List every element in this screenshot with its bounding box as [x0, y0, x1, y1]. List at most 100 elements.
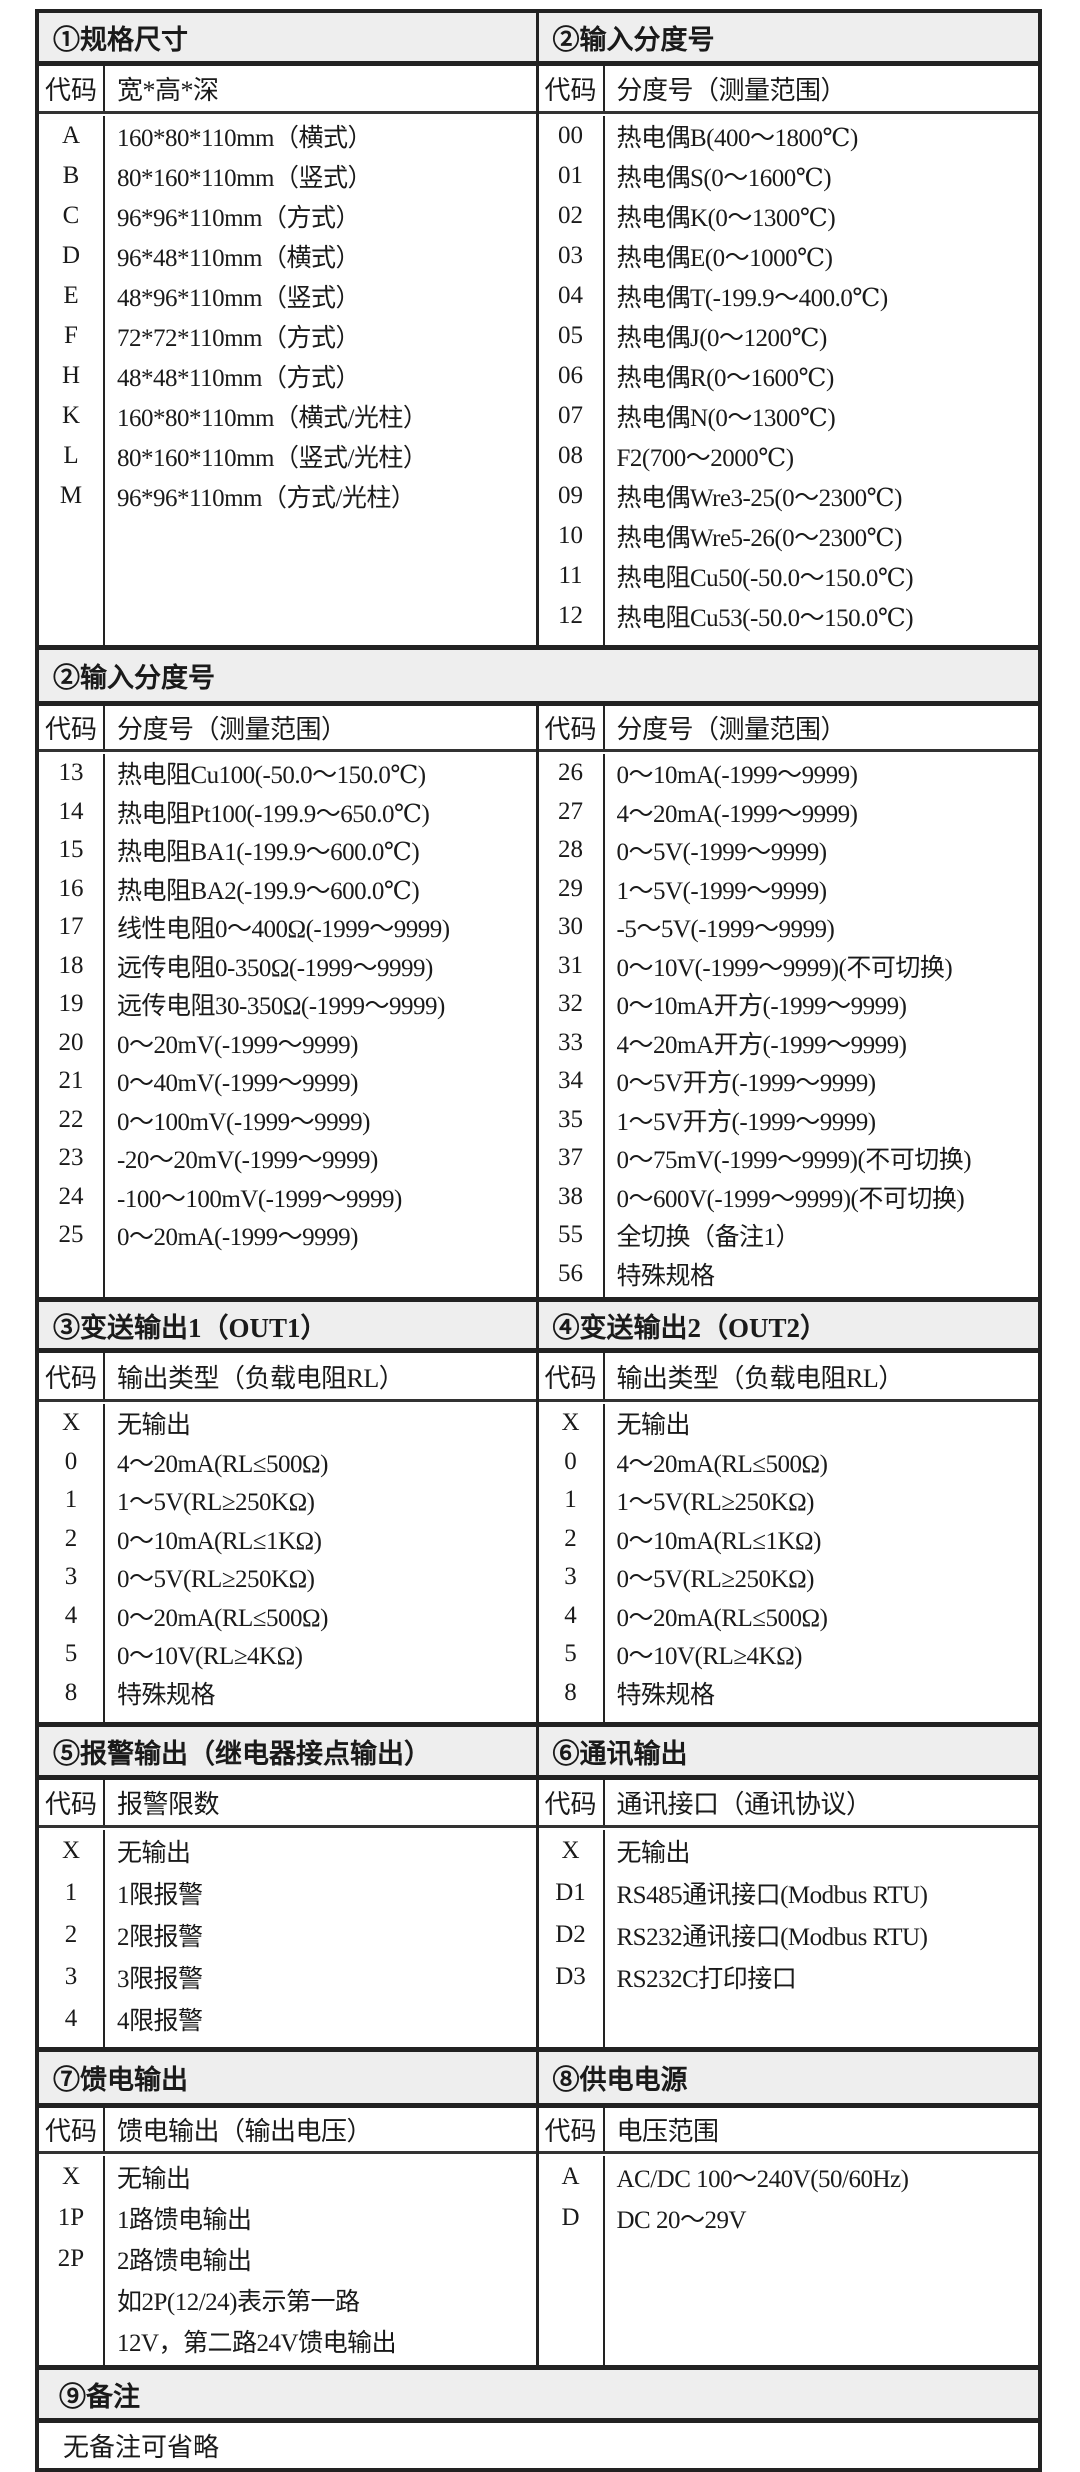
row-code: 2 — [64, 1524, 78, 1552]
row-code: K — [61, 402, 81, 429]
row-description: 热电偶Wre5-26(0～2300℃) — [616, 525, 903, 552]
section-grid: 代码 馈电输出（输出电压） X 1P 2P 无输出 1路馈电输出 2路馈电输出 如2P(12/2… — [39, 2108, 1038, 2365]
row-code: 03 — [558, 242, 583, 269]
row-list: A D AC/DC 100～240V(50/60Hz) DC 20～29V — [539, 2154, 1039, 2365]
row-code: 16 — [58, 874, 84, 902]
description-column: 无输出 RS485通讯接口(Modbus RTU) RS232通讯接口(Modbus… — [605, 1830, 1039, 2047]
row-description: 80*160*110mm（竖式/光柱） — [117, 445, 428, 472]
row-description: 热电偶N(0～1300℃) — [616, 405, 836, 432]
code-header: 代码 — [39, 706, 105, 749]
row-description: 0～20mA(RL≤500Ω) — [117, 1604, 328, 1632]
row-list: X 1P 2P 无输出 1路馈电输出 2路馈电输出 如2P(12/24)表示第一路 12V，第… — [39, 2154, 536, 2365]
row-description: 热电偶J(0～1200℃) — [616, 325, 828, 352]
table-body-columns: 26 27 28 29 30 31 32 33 34 35 37 38 55 56 0～10mA(-1999… — [539, 754, 1039, 1297]
row-description: 1～5V(-1999～9999) — [616, 877, 828, 905]
row-code: M — [59, 482, 83, 509]
row-list: 00 01 02 03 04 05 06 07 08 09 10 11 12 热电偶B(400～1800℃… — [539, 114, 1039, 645]
row-code: E — [63, 282, 79, 309]
code-header: 代码 — [539, 1353, 605, 1399]
description-column: 0～10mA(-1999～9999) 4～20mA(-1999～9999) 0～5V… — [605, 754, 1039, 1297]
row-code: B — [62, 162, 80, 189]
row-code: 1 — [64, 1879, 78, 1906]
row-code: 18 — [58, 951, 84, 979]
row-code: 11 — [558, 562, 583, 589]
row-description: 80*160*110mm（竖式） — [117, 165, 372, 192]
row-description: 2路馈电输出 — [117, 2247, 252, 2275]
code-header: 代码 — [39, 2108, 105, 2151]
column-right: 代码 分度号（测量范围） 26 27 28 29 30 31 32 33 34 35 37 38 55 56 0… — [538, 706, 1039, 1297]
row-description: 热电阻Cu53(-50.0～150.0℃) — [616, 605, 914, 632]
row-description: 0～5V(RL≥250KΩ) — [117, 1566, 315, 1594]
row-description: 无输出 — [117, 2165, 191, 2193]
code-header: 代码 — [539, 66, 605, 111]
description-header: 分度号（测量范围） — [616, 715, 847, 744]
row-code: 0 — [64, 1447, 78, 1475]
section-grid: 代码 分度号（测量范围） 13 14 15 16 17 18 19 20 21 22 23 24 25 热电阻… — [39, 706, 1038, 1297]
column-header: 代码 宽*高*深 — [39, 66, 536, 114]
notes-body: 无备注可省略 — [63, 2433, 220, 2462]
row-description: 3限报警 — [117, 1966, 203, 1993]
row-description: 全切换（备注1） — [616, 1224, 801, 1252]
row-code: 56 — [558, 1259, 583, 1287]
table-body-columns: 13 14 15 16 17 18 19 20 21 22 23 24 25 热电阻Cu100(-50.0… — [39, 754, 536, 1297]
description-column: AC/DC 100～240V(50/60Hz) DC 20～29V — [605, 2156, 1039, 2365]
section-title-right: ②输入分度号 — [552, 24, 715, 55]
column-header: 代码 分度号（测量范围） — [538, 66, 1038, 114]
code-header: 代码 — [39, 1353, 105, 1399]
row-code: C — [62, 202, 80, 229]
section-title-left: ①规格尺寸 — [39, 13, 539, 61]
row-code: 4 — [64, 2005, 78, 2032]
row-code: 25 — [58, 1221, 84, 1249]
row-description: 1～5V开方(-1999～9999) — [616, 1108, 877, 1136]
row-list: X 0 1 2 3 4 5 8 无输出 4～20mA(RL≤500Ω) 1～5V(RL≥250KΩ)… — [39, 1402, 536, 1722]
row-description: 1～5V(RL≥250KΩ) — [616, 1489, 815, 1517]
code-header: 代码 — [39, 66, 105, 111]
row-description: 无输出 — [117, 1840, 191, 1867]
code-header: 代码 — [539, 706, 605, 749]
row-code: 00 — [558, 122, 583, 149]
section-title-right: ④变送输出2（OUT2） — [552, 1312, 828, 1343]
code-header: 代码 — [539, 1780, 605, 1825]
table-body-columns: X 0 1 2 3 4 5 8 无输出 4～20mA(RL≤500Ω) 1～5V(RL≥250KΩ)… — [539, 1404, 1039, 1722]
section-title-right: ⑥通讯输出 — [552, 1738, 688, 1769]
row-code: 5 — [64, 1640, 78, 1668]
row-code: 05 — [558, 322, 583, 349]
row-code: 27 — [558, 797, 583, 825]
description-header: 通讯接口（通讯协议） — [616, 1790, 873, 1819]
column-left: 代码 分度号（测量范围） 13 14 15 16 17 18 19 20 21 22 23 24 25 热电阻… — [39, 706, 539, 1297]
row-list: 26 27 28 29 30 31 32 33 34 35 37 38 55 56 0～10mA(-1999… — [539, 752, 1039, 1297]
row-description: -5～5V(-1999～9999) — [616, 916, 835, 944]
row-description: RS485通讯接口(Modbus RTU) — [616, 1882, 928, 1909]
row-description: 热电阻BA1(-199.9～600.0℃) — [117, 839, 420, 867]
row-code: 07 — [558, 402, 583, 429]
table-body-columns: X 1 2 3 4 无输出 1限报警 2限报警 3限报警 4限报警 — [39, 1830, 536, 2047]
code-column: X 0 1 2 3 4 5 8 — [39, 1404, 105, 1722]
row-description: 热电阻BA2(-199.9～600.0℃) — [117, 877, 420, 905]
section-2: ②输入分度号 代码 分度号（测量范围） 13 14 15 16 17 18 19 20 21 22 23 2… — [39, 645, 1038, 1297]
row-description: 0～5V开方(-1999～9999) — [616, 1070, 877, 1098]
row-code: 13 — [58, 759, 84, 787]
row-description: 特殊规格 — [616, 1262, 716, 1290]
row-code: 17 — [58, 913, 84, 941]
row-code: D — [61, 242, 81, 269]
row-description: 1～5V(RL≥250KΩ) — [117, 1489, 315, 1517]
row-description: 热电偶E(0～1000℃) — [616, 245, 833, 272]
row-code: X — [561, 1837, 580, 1864]
table-body-columns: 00 01 02 03 04 05 06 07 08 09 10 11 12 热电偶B(400～1800℃… — [539, 116, 1039, 645]
description-column: 无输出 1路馈电输出 2路馈电输出 如2P(12/24)表示第一路 12V，第二路24V… — [105, 2156, 536, 2365]
row-code: H — [61, 362, 81, 389]
section-header: ②输入分度号 — [39, 650, 1038, 706]
row-description: 0～20mV(-1999～9999) — [117, 1031, 358, 1059]
row-code: 28 — [558, 836, 583, 864]
row-code: 1P — [57, 2203, 85, 2231]
row-description: 无输出 — [117, 1412, 191, 1440]
row-code: 12 — [558, 602, 583, 629]
row-code: 2P — [57, 2244, 85, 2272]
column-header: 代码 馈电输出（输出电压） — [39, 2108, 536, 2154]
row-description: 热电偶K(0～1300℃) — [616, 205, 836, 232]
code-column: X 1P 2P — [39, 2156, 105, 2365]
column-header: 代码 分度号（测量范围） — [538, 706, 1038, 752]
row-description: 热电偶S(0～1600℃) — [616, 165, 832, 192]
row-description: 0～40mV(-1999～9999) — [117, 1070, 358, 1098]
table-body-columns: X 0 1 2 3 4 5 8 无输出 4～20mA(RL≤500Ω) 1～5V(RL≥250KΩ)… — [39, 1404, 536, 1722]
